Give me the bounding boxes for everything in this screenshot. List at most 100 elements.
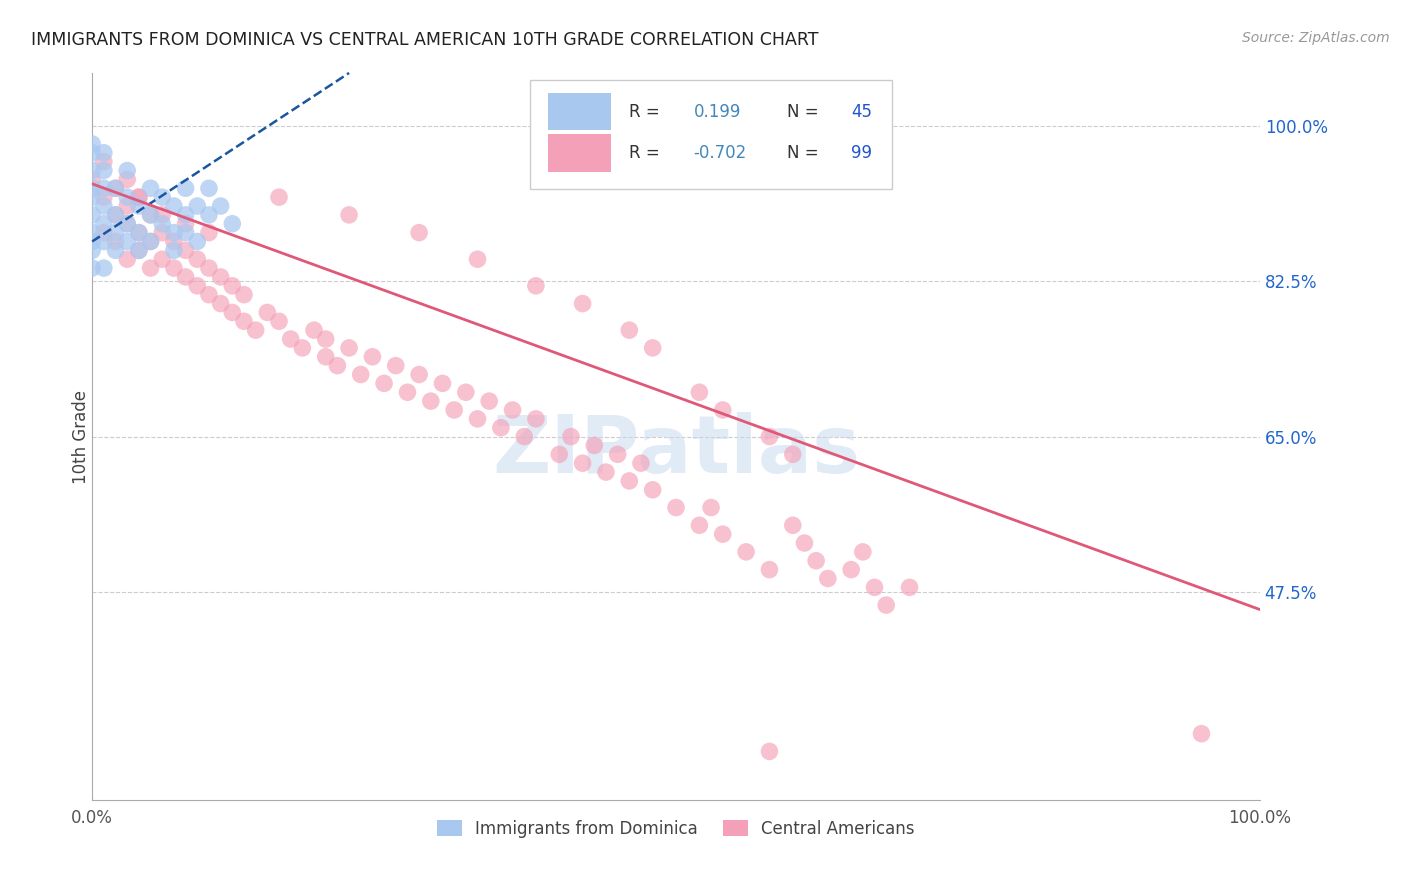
Point (174, 269, 197, 284)
Point (606, 447, 628, 461)
Point (758, 563, 780, 577)
Point (233, 314, 256, 328)
Point (128, 190, 150, 204)
Text: 0.199: 0.199 (693, 103, 741, 120)
Point (82, 226, 104, 240)
Point (302, 323, 325, 337)
Point (408, 368, 430, 382)
Point (350, 368, 373, 382)
Point (467, 412, 489, 426)
Text: -0.702: -0.702 (693, 144, 747, 162)
Point (150, 226, 173, 240)
Point (104, 244, 127, 258)
Point (139, 208, 162, 222)
Point (898, 580, 921, 594)
Point (93, 181, 115, 195)
Point (82, 172, 104, 186)
Point (221, 305, 243, 319)
Point (489, 421, 512, 435)
Point (93, 235, 115, 249)
Point (198, 208, 221, 222)
Point (560, 429, 582, 443)
Point (82, 190, 104, 204)
Point (373, 376, 395, 391)
Point (875, 598, 897, 612)
Point (688, 385, 710, 400)
Point (280, 332, 302, 346)
Point (150, 252, 173, 267)
Point (93, 154, 115, 169)
Point (82, 244, 104, 258)
Point (467, 252, 489, 267)
Point (735, 545, 758, 559)
Point (82, 261, 104, 276)
Point (139, 261, 162, 276)
Point (595, 465, 617, 479)
Point (163, 235, 186, 249)
Point (186, 252, 208, 267)
Point (82, 136, 104, 151)
Point (174, 226, 197, 240)
FancyBboxPatch shape (547, 93, 610, 130)
Point (82, 235, 104, 249)
Point (139, 235, 162, 249)
Point (150, 208, 173, 222)
Point (548, 447, 571, 461)
Point (128, 226, 150, 240)
Point (93, 226, 115, 240)
Point (817, 572, 839, 586)
Text: IMMIGRANTS FROM DOMINICA VS CENTRAL AMERICAN 10TH GRADE CORRELATION CHART: IMMIGRANTS FROM DOMINICA VS CENTRAL AMER… (31, 31, 818, 49)
Point (337, 341, 360, 355)
Point (267, 190, 290, 204)
Point (139, 181, 162, 195)
Point (524, 278, 547, 293)
Point (82, 145, 104, 160)
Point (454, 385, 477, 400)
Point (419, 394, 441, 409)
Point (93, 145, 115, 160)
Point (128, 244, 150, 258)
Point (524, 412, 547, 426)
Point (128, 244, 150, 258)
Point (93, 190, 115, 204)
Text: N =: N = (787, 144, 818, 162)
FancyBboxPatch shape (547, 134, 610, 172)
Point (115, 199, 138, 213)
Point (245, 323, 267, 337)
Point (163, 261, 186, 276)
Point (315, 350, 337, 364)
Point (174, 208, 197, 222)
Point (619, 323, 641, 337)
Point (150, 217, 173, 231)
Point (115, 172, 138, 186)
Point (163, 226, 186, 240)
Point (93, 261, 115, 276)
Point (782, 518, 804, 533)
Point (443, 403, 465, 417)
Point (782, 447, 804, 461)
Point (209, 269, 232, 284)
Point (82, 208, 104, 222)
Y-axis label: 10th Grade: 10th Grade (72, 390, 90, 483)
Point (361, 350, 384, 364)
FancyBboxPatch shape (530, 80, 891, 189)
Point (186, 235, 208, 249)
Point (700, 500, 723, 515)
Point (209, 296, 232, 310)
Point (139, 235, 162, 249)
Point (198, 181, 221, 195)
Point (571, 296, 593, 310)
Point (104, 208, 127, 222)
Point (641, 483, 664, 497)
Point (583, 438, 606, 452)
Point (139, 208, 162, 222)
Point (150, 190, 173, 204)
Point (174, 217, 197, 231)
Point (630, 456, 652, 470)
Point (711, 403, 734, 417)
Point (337, 208, 360, 222)
Point (852, 545, 875, 559)
Point (128, 190, 150, 204)
Point (163, 244, 186, 258)
Point (711, 527, 734, 541)
